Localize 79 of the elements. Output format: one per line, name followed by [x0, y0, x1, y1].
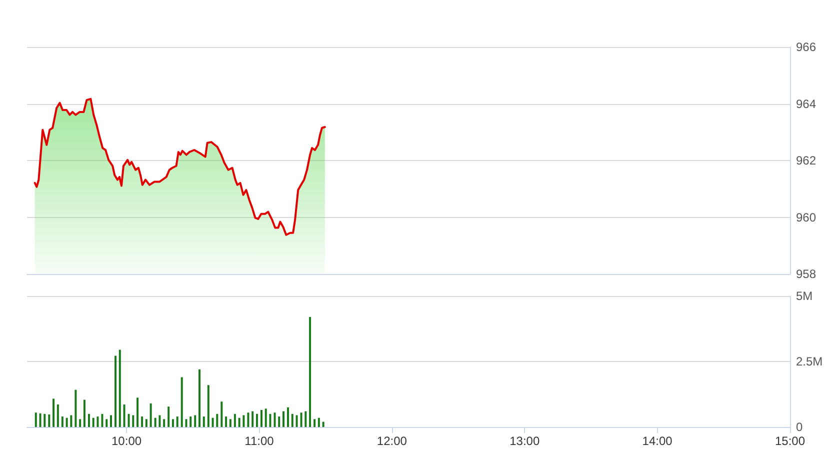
y-tick-label: 960 [796, 210, 816, 224]
x-tick-label: 11:00 [244, 434, 274, 448]
bar [70, 415, 72, 427]
bar [56, 404, 59, 427]
bar [88, 414, 90, 427]
bar [74, 390, 77, 427]
y-tick-label: 962 [796, 154, 816, 168]
bar [66, 418, 68, 427]
bar [185, 419, 188, 427]
bar [96, 416, 99, 427]
bar [194, 415, 196, 427]
bar [300, 412, 302, 427]
bar [278, 416, 280, 427]
bar [202, 416, 205, 427]
bar [118, 350, 121, 427]
bar [207, 385, 210, 427]
bar [309, 316, 312, 427]
x-tick-label: 10:00 [112, 434, 142, 448]
bar [314, 419, 316, 427]
y-tick-label: 964 [796, 96, 816, 111]
x-tick-label: 15:00 [774, 434, 806, 448]
bar [83, 400, 86, 427]
bar [114, 356, 117, 427]
y-tick-label: 5M [796, 289, 813, 303]
bar [234, 414, 236, 427]
bar [291, 414, 294, 427]
bar [101, 414, 104, 427]
bar [136, 398, 139, 427]
bar [260, 410, 262, 427]
y-tick-label: 0 [796, 420, 803, 434]
bar [198, 369, 201, 427]
y-tick-label: 958 [796, 267, 816, 281]
bar [106, 419, 108, 427]
bar [79, 419, 82, 427]
bar [225, 416, 228, 427]
x-tick-label: 14:00 [642, 434, 673, 448]
bar [150, 403, 152, 427]
bar [180, 377, 183, 427]
bar [128, 414, 130, 427]
bar [220, 402, 223, 427]
bar [264, 408, 267, 427]
bar [61, 416, 64, 427]
bar [274, 412, 276, 427]
y-tick-label: 966 [796, 40, 816, 54]
bar [304, 411, 307, 427]
bar [252, 411, 254, 427]
bar [163, 419, 166, 427]
x-tick-label: 13:00 [510, 434, 540, 448]
bar [172, 419, 174, 427]
y-tick-label: 2.5M [796, 354, 823, 368]
bar [269, 414, 272, 427]
bar [238, 418, 240, 427]
bar [282, 411, 284, 427]
bar [141, 416, 144, 427]
bar [48, 414, 50, 427]
bar [158, 415, 161, 427]
bar [322, 422, 324, 427]
x-tick-label: 12:00 [376, 434, 408, 448]
bar [216, 414, 218, 427]
bar [132, 415, 134, 427]
bar [247, 412, 250, 427]
bar [154, 418, 156, 427]
bar [176, 416, 178, 427]
bar [287, 407, 290, 427]
bar [242, 415, 245, 427]
bar [168, 406, 170, 427]
bar [145, 419, 148, 427]
bar [296, 415, 298, 427]
bar [190, 416, 192, 427]
bar [39, 413, 42, 427]
bar [92, 418, 94, 427]
bar [52, 398, 55, 427]
bar [110, 415, 112, 427]
bar [123, 404, 126, 427]
bar [34, 412, 37, 427]
bar [44, 414, 46, 427]
bar [212, 418, 214, 427]
bar [229, 419, 232, 427]
bar [318, 418, 320, 427]
